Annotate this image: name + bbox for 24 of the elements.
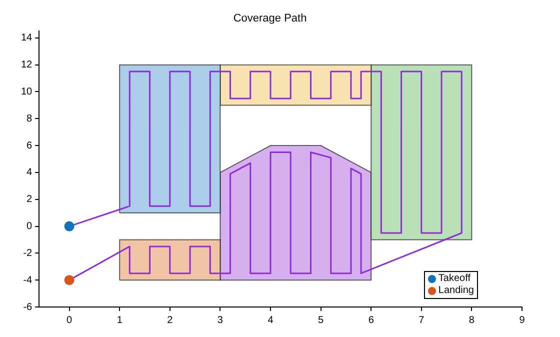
legend-label: Takeoff <box>438 273 470 285</box>
x-tick-label: 1 <box>116 314 123 326</box>
x-tick-label: 4 <box>268 314 274 326</box>
y-tick-label: -4 <box>23 274 33 286</box>
x-tick-label: 5 <box>318 314 324 326</box>
x-tick-label: 0 <box>66 314 73 326</box>
x-tick-label: 9 <box>519 314 526 326</box>
y-tick-label: 8 <box>26 113 33 124</box>
y-tick-label: 10 <box>21 86 33 98</box>
y-tick-label: 14 <box>21 32 33 44</box>
chart-title: Coverage Path <box>233 12 307 25</box>
y-tick-label: -6 <box>23 302 33 313</box>
x-tick-label: 8 <box>468 314 475 326</box>
legend-label: Landing <box>438 285 474 297</box>
y-tick-label: 4 <box>26 167 33 178</box>
y-tick-label: 12 <box>21 60 33 71</box>
y-tick-label: -2 <box>23 248 33 259</box>
y-tick-label: 2 <box>26 194 33 206</box>
y-tick-label: 6 <box>26 140 33 152</box>
y-tick-label: 0 <box>26 221 33 232</box>
x-tick-label: 6 <box>368 314 374 326</box>
x-tick-label: 2 <box>167 314 174 326</box>
x-tick-label: 3 <box>217 314 224 326</box>
x-tick-label: 7 <box>418 314 425 326</box>
